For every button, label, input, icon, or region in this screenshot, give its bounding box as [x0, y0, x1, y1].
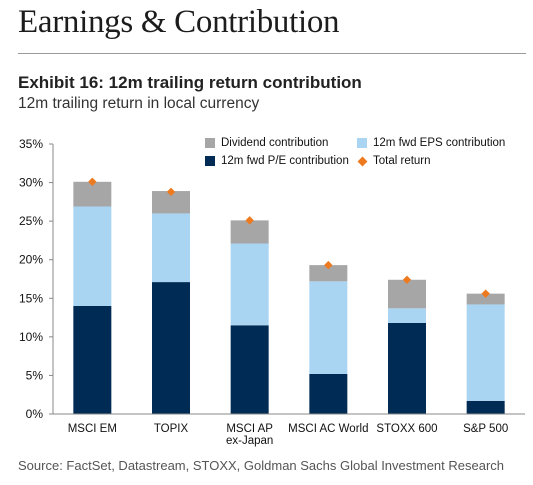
x-tick-label: MSCI AP	[226, 423, 273, 435]
source-note: Source: FactSet, Datastream, STOXX, Gold…	[18, 458, 505, 473]
legend-label-eps: 12m fwd EPS contribution	[373, 137, 506, 149]
bar-segment-pe	[73, 306, 112, 414]
x-tick-label: ex-Japan	[226, 435, 273, 447]
section-title: Earnings & Contribution	[18, 4, 340, 40]
bar-segment-dividend	[388, 279, 426, 309]
bar-segment-dividend	[466, 293, 505, 305]
x-tick-label: S&P 500	[463, 423, 508, 435]
legend-item-eps: 12m fwd EPS contribution	[357, 137, 505, 149]
y-axis: 0% 5% 10% 15% 20% 25% 30% 35%	[19, 137, 54, 421]
legend-swatch-eps	[357, 138, 367, 148]
total-return-marker	[166, 187, 176, 197]
y-tick-label: 20%	[19, 253, 43, 267]
total-return-marker	[481, 289, 490, 298]
y-tick-label: 0%	[26, 407, 44, 421]
total-return-marker	[88, 177, 97, 186]
bar-segment-eps	[309, 281, 348, 374]
exhibit-title: Exhibit 16: 12m trailing return contribu…	[18, 73, 362, 92]
bar-segment-dividend	[309, 265, 348, 282]
bar-segment-pe	[388, 322, 426, 414]
total-return-markers	[88, 177, 490, 298]
bar-segment-pe	[230, 325, 269, 414]
x-tick-label: MSCI EM	[68, 423, 117, 435]
bar-segment-dividend	[152, 191, 190, 214]
y-tick-label: 35%	[19, 137, 43, 151]
exhibit-subtitle: 12m trailing return in local currency	[18, 95, 260, 112]
legend-label-dividend: Dividend contribution	[221, 137, 329, 149]
y-tick-label: 25%	[19, 214, 43, 228]
y-tick-label: 10%	[19, 330, 43, 344]
bar-segment-pe	[466, 400, 505, 414]
bar-segment-eps	[73, 206, 112, 306]
bar-segment-eps	[388, 308, 426, 323]
legend-swatch-pe	[205, 156, 215, 166]
bar-segment-pe	[152, 282, 190, 414]
bar-segment-eps	[466, 304, 505, 401]
title-rule	[18, 53, 526, 54]
x-tick-label: MSCI AC World	[288, 423, 368, 435]
bar-segment-pe	[309, 373, 348, 414]
bars	[73, 181, 505, 414]
bar-segment-eps	[230, 243, 269, 326]
legend-swatch-dividend	[205, 138, 215, 148]
total-return-marker	[324, 260, 333, 270]
legend-label-pe: 12m fwd P/E contribution	[221, 155, 349, 167]
legend-item-total-return: Total return	[357, 155, 431, 167]
x-tick-label: STOXX 600	[376, 423, 437, 435]
legend-item-dividend: Dividend contribution	[205, 137, 328, 149]
total-return-marker	[245, 216, 254, 225]
y-tick-label: 15%	[19, 291, 43, 305]
y-tick-label: 30%	[19, 176, 43, 190]
bar-segment-dividend	[230, 220, 269, 244]
bar-segment-eps	[152, 213, 190, 283]
chart-legend: Dividend contribution 12m fwd EPS contri…	[205, 137, 525, 173]
x-tick-label: TOPIX	[154, 423, 189, 435]
legend-label-total-return: Total return	[373, 155, 431, 167]
legend-item-pe: 12m fwd P/E contribution	[205, 155, 349, 167]
y-tick-label: 5%	[26, 368, 44, 382]
total-return-marker	[402, 275, 412, 284]
